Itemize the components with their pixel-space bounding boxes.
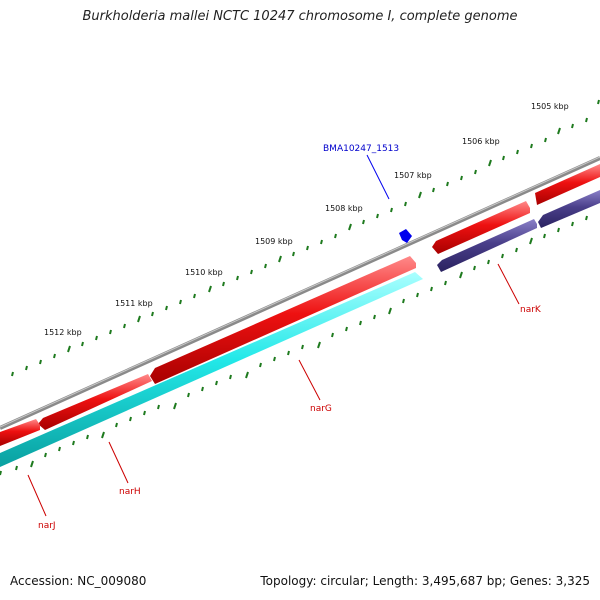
kbp-labels: 1505 kbp 1506 kbp 1507 kbp 1508 kbp 1509… bbox=[44, 102, 569, 337]
gene-label-narG[interactable]: narG bbox=[310, 404, 332, 414]
gene-cds-forward-3[interactable] bbox=[0, 419, 40, 446]
kbp-label-1508: 1508 kbp bbox=[325, 204, 363, 213]
gene-narG-reverse[interactable] bbox=[0, 272, 423, 467]
inner-tick-ring bbox=[0, 215, 588, 476]
gene-label-narH[interactable]: narH bbox=[119, 487, 141, 497]
map-title: Burkholderia mallei NCTC 10247 chromosom… bbox=[82, 9, 518, 24]
backbone-highlight bbox=[0, 156, 600, 428]
gene-narG-forward[interactable] bbox=[150, 256, 416, 384]
marker-label[interactable]: BMA10247_1513 bbox=[323, 144, 399, 154]
forward-strand bbox=[0, 164, 600, 446]
gene-narK-reverse[interactable] bbox=[437, 219, 537, 272]
kbp-label-1505: 1505 kbp bbox=[531, 102, 569, 111]
gene-label-narK[interactable]: narK bbox=[520, 305, 542, 315]
accession-text: Accession: NC_009080 bbox=[10, 574, 147, 588]
gene-cds-forward-1[interactable] bbox=[432, 201, 530, 254]
kbp-label-1506: 1506 kbp bbox=[462, 137, 500, 146]
kbp-label-1507: 1507 kbp bbox=[394, 171, 432, 180]
genome-backbone bbox=[0, 156, 600, 430]
outer-tick-ring bbox=[11, 99, 600, 377]
marker-leader bbox=[366, 154, 390, 200]
topology-text: Topology: circular; Length: 3,495,687 bp… bbox=[260, 574, 590, 588]
gene-cds-reverse-1[interactable] bbox=[538, 190, 600, 228]
gene-cds-forward-2[interactable] bbox=[38, 374, 152, 430]
kbp-label-1509: 1509 kbp bbox=[255, 237, 293, 246]
kbp-label-1512: 1512 kbp bbox=[44, 328, 82, 337]
gene-narK-forward[interactable] bbox=[535, 164, 600, 205]
reverse-strand bbox=[0, 190, 600, 467]
marker-BMA10247_1513-icon[interactable] bbox=[399, 229, 412, 243]
gene-label-narJ[interactable]: narJ bbox=[38, 521, 56, 531]
gene-labels: narK narG narH narJ bbox=[38, 305, 542, 531]
kbp-label-1510: 1510 kbp bbox=[185, 268, 223, 277]
gene-label-leaders bbox=[27, 263, 520, 517]
kbp-label-1511: 1511 kbp bbox=[115, 299, 153, 308]
